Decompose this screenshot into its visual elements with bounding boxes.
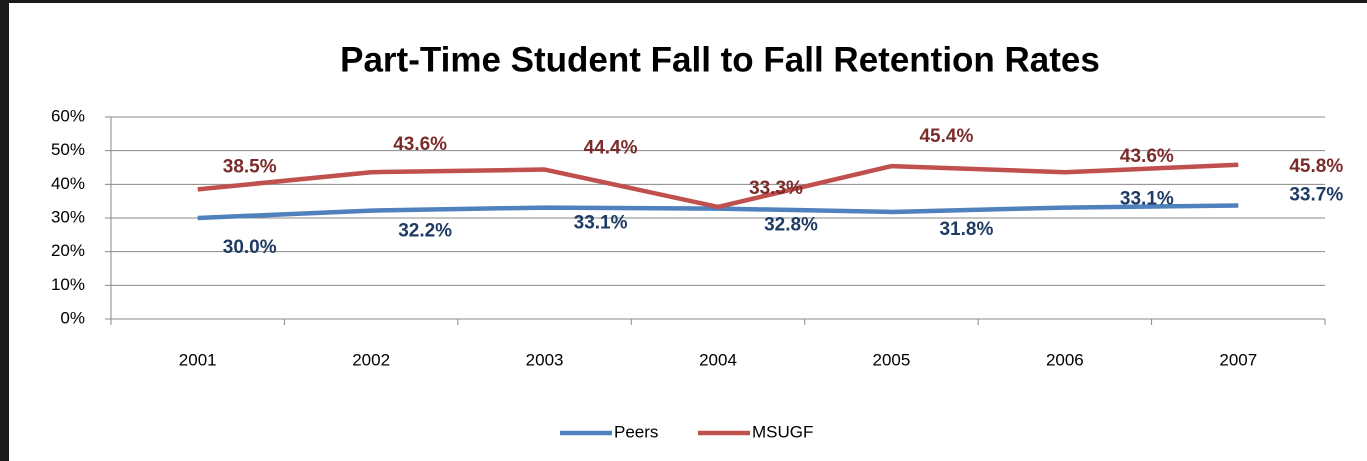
data-label: 38.5% <box>223 156 277 177</box>
y-tick-label: 30% <box>51 207 85 226</box>
x-tick-label: 2002 <box>352 350 390 369</box>
y-tick-label: 0% <box>60 308 85 327</box>
legend-label: Peers <box>614 422 658 441</box>
series-line <box>197 162 1239 210</box>
data-label: 33.1% <box>1120 189 1174 210</box>
data-label: 33.3% <box>749 178 803 199</box>
data-label: 32.2% <box>398 221 452 242</box>
chart-title: Part-Time Student Fall to Fall Retention… <box>340 40 1100 79</box>
y-tick-label: 10% <box>51 275 85 294</box>
x-tick-label: 2004 <box>699 350 737 369</box>
y-tick-label: 60% <box>51 106 85 125</box>
x-tick-label: 2007 <box>1219 350 1257 369</box>
data-label: 43.6% <box>1120 146 1174 167</box>
legend-label: MSUGF <box>752 422 813 441</box>
frame-edge <box>0 0 9 461</box>
data-label: 43.6% <box>393 134 447 155</box>
data-label: 33.7% <box>1289 185 1343 206</box>
data-label: 32.8% <box>764 215 818 236</box>
data-label: 45.8% <box>1289 156 1343 177</box>
data-label: 30.0% <box>223 237 277 258</box>
data-label: 45.4% <box>919 126 973 147</box>
y-tick-label: 20% <box>51 241 85 260</box>
x-tick-label: 2006 <box>1046 350 1084 369</box>
data-label: 31.8% <box>939 219 993 240</box>
x-tick-label: 2001 <box>179 350 217 369</box>
x-tick-label: 2003 <box>526 350 564 369</box>
data-label: 44.4% <box>584 138 638 159</box>
x-tick-label: 2005 <box>873 350 911 369</box>
data-label: 33.1% <box>574 213 628 234</box>
y-tick-label: 40% <box>51 174 85 193</box>
y-tick-label: 50% <box>51 140 85 159</box>
